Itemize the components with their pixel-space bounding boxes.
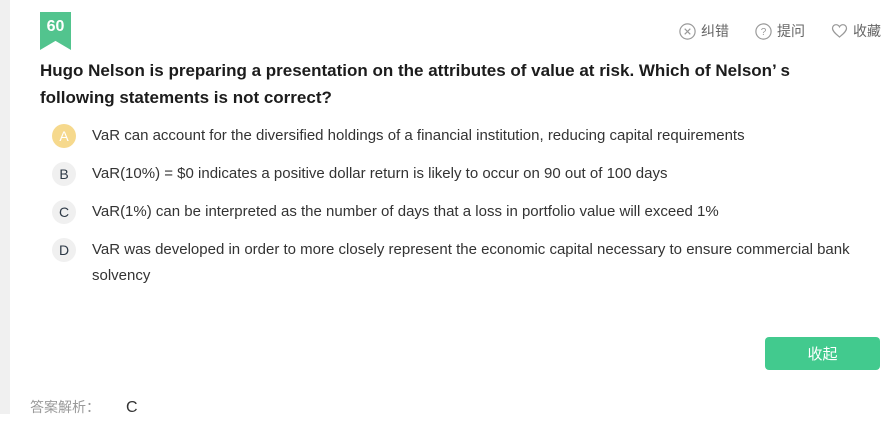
collapse-button[interactable]: 收起: [765, 337, 880, 370]
question-toolbar: 纠错 ? 提问 收藏: [679, 21, 881, 41]
question-title: Hugo Nelson is preparing a presentation …: [40, 61, 791, 107]
ask-question-button[interactable]: ? 提问: [755, 21, 805, 41]
option-text-c: VaR(1%) can be interpreted as the number…: [92, 203, 719, 220]
option-row-a[interactable]: A VaR can account for the diversified ho…: [52, 123, 854, 149]
options-list: A VaR can account for the diversified ho…: [52, 123, 854, 301]
favorite-button[interactable]: 收藏: [831, 21, 881, 41]
option-row-d[interactable]: D VaR was developed in order to more clo…: [52, 237, 854, 289]
option-letter-badge-c[interactable]: C: [52, 200, 76, 224]
question-number-badge: 60: [40, 12, 71, 50]
option-letter-badge-a[interactable]: A: [52, 124, 76, 148]
option-text-d: VaR was developed in order to more close…: [92, 241, 850, 284]
favorite-label: 收藏: [853, 23, 881, 39]
option-row-b[interactable]: B VaR(10%) = $0 indicates a positive dol…: [52, 161, 854, 187]
option-row-c[interactable]: C VaR(1%) can be interpreted as the numb…: [52, 199, 854, 225]
answer-analysis-row: 答案解析： C: [30, 397, 138, 417]
answer-analysis-label: 答案解析：: [30, 399, 100, 415]
question-number: 60: [46, 18, 65, 35]
option-letter-badge-d[interactable]: D: [52, 238, 76, 262]
heart-icon: [831, 23, 848, 39]
answer-analysis-value: C: [126, 399, 138, 416]
report-error-button[interactable]: 纠错: [679, 21, 729, 41]
circle-x-icon: [679, 22, 696, 40]
svg-text:?: ?: [761, 27, 767, 38]
circle-question-icon: ?: [755, 22, 772, 40]
page-left-gutter: [0, 0, 10, 414]
ask-question-label: 提问: [777, 23, 805, 39]
report-error-label: 纠错: [701, 23, 729, 39]
option-text-a: VaR can account for the diversified hold…: [92, 127, 745, 144]
option-text-b: VaR(10%) = $0 indicates a positive dolla…: [92, 165, 668, 182]
option-letter-badge-b[interactable]: B: [52, 162, 76, 186]
